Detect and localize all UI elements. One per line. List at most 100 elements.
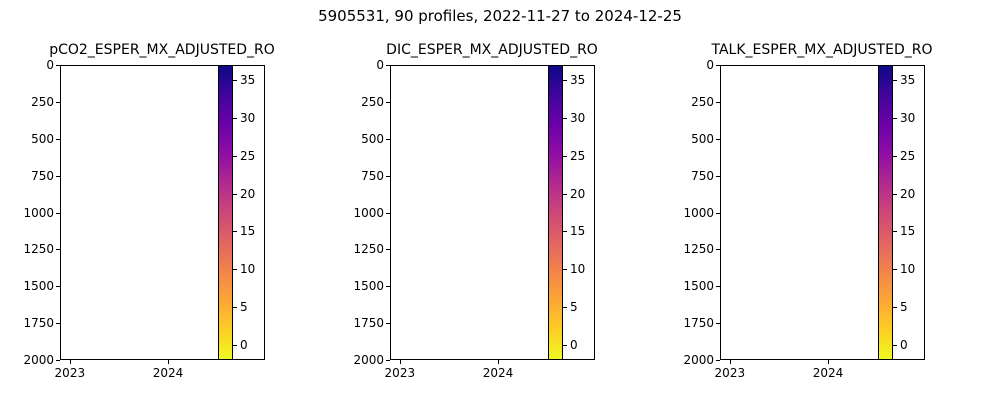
subplot-title: pCO2_ESPER_MX_ADJUSTED_RO [49, 42, 275, 58]
colorbar-tick-mark [233, 307, 237, 309]
colorbar-tick-mark [233, 117, 237, 119]
x-tick-label: 2024 [482, 366, 514, 380]
colorbar-tick-mark [233, 344, 237, 346]
y-tick-label: 500 [361, 131, 384, 146]
colorbar-tick-label: 10 [570, 262, 586, 277]
subplot-title: TALK_ESPER_MX_ADJUSTED_RO [711, 42, 933, 58]
colorbar-tick-mark [563, 344, 567, 346]
y-tick-label: 1500 [23, 279, 54, 294]
colorbar-tick-mark [893, 269, 897, 271]
colorbar [218, 65, 233, 360]
colorbar-tick-mark [563, 231, 567, 233]
colorbar-tick-label: 20 [240, 186, 256, 201]
y-tick-mark [716, 138, 720, 140]
y-tick-mark [386, 249, 390, 251]
y-tick-label: 250 [691, 94, 714, 109]
colorbar-tick-mark [233, 80, 237, 82]
colorbar-tick-label: 30 [240, 110, 256, 125]
y-tick-label: 2000 [683, 353, 714, 367]
y-tick-label: 1250 [353, 242, 384, 257]
y-tick-mark [386, 360, 390, 361]
y-tick-label: 1500 [683, 279, 714, 294]
colorbar-tick-label: 20 [570, 186, 586, 201]
y-tick-label: 1500 [353, 279, 384, 294]
colorbar-tick-label: 15 [240, 224, 256, 239]
colorbar-tick-mark [233, 269, 237, 271]
x-tick-mark [399, 360, 401, 364]
y-tick-mark [386, 323, 390, 325]
y-tick-mark [56, 360, 60, 361]
x-tick-label: 2024 [812, 366, 844, 380]
x-tick-mark [729, 360, 731, 364]
y-tick-mark [716, 249, 720, 251]
x-tick-label: 2023 [384, 366, 416, 380]
colorbar-tick-mark [893, 155, 897, 157]
colorbar-tick-label: 5 [900, 300, 908, 315]
colorbar-tick-label: 10 [240, 262, 256, 277]
y-tick-mark [56, 138, 60, 140]
y-tick-mark [716, 101, 720, 103]
colorbar-tick-mark [563, 80, 567, 82]
x-tick-mark [69, 360, 71, 364]
colorbar-tick-label: 15 [570, 224, 586, 239]
x-tick-label: 2023 [54, 366, 86, 380]
colorbar-tick-mark [563, 307, 567, 309]
figure-title: 5905531, 90 profiles, 2022-11-27 to 2024… [318, 7, 682, 25]
x-tick-mark [828, 360, 830, 364]
colorbar-tick-label: 35 [570, 73, 586, 88]
plot-area [720, 65, 925, 360]
colorbar [878, 65, 893, 360]
x-tick-label: 2024 [152, 366, 184, 380]
y-tick-mark [386, 175, 390, 177]
colorbar-tick-label: 35 [900, 73, 916, 88]
y-tick-mark [386, 286, 390, 288]
colorbar-tick-mark [893, 231, 897, 233]
colorbar-tick-label: 10 [900, 262, 916, 277]
colorbar-tick-label: 25 [900, 148, 916, 163]
y-tick-label: 750 [31, 168, 54, 183]
y-tick-mark [716, 175, 720, 177]
y-tick-label: 1750 [23, 316, 54, 331]
y-tick-mark [56, 323, 60, 325]
y-tick-label: 250 [31, 94, 54, 109]
x-tick-mark [498, 360, 500, 364]
colorbar-tick-label: 0 [900, 337, 908, 352]
colorbar-tick-mark [893, 117, 897, 119]
y-tick-mark [56, 65, 60, 66]
colorbar-tick-mark [233, 231, 237, 233]
y-tick-mark [716, 212, 720, 214]
y-tick-mark [56, 286, 60, 288]
y-tick-mark [386, 212, 390, 214]
y-tick-mark [386, 138, 390, 140]
y-tick-mark [56, 212, 60, 214]
y-tick-label: 0 [376, 58, 384, 72]
y-tick-mark [386, 101, 390, 103]
y-tick-label: 1750 [683, 316, 714, 331]
colorbar-tick-mark [563, 155, 567, 157]
colorbar-tick-label: 5 [240, 300, 248, 315]
colorbar-tick-label: 5 [570, 300, 578, 315]
colorbar-tick-label: 25 [570, 148, 586, 163]
y-tick-mark [716, 323, 720, 325]
y-tick-label: 1000 [353, 205, 384, 220]
subplot-pco2: pCO2_ESPER_MX_ADJUSTED_RO 0 250 500 750 1000… [0, 0, 330, 400]
colorbar-tick-label: 0 [240, 337, 248, 352]
y-tick-label: 500 [31, 131, 54, 146]
x-tick-label: 2023 [714, 366, 746, 380]
colorbar-tick-mark [563, 117, 567, 119]
colorbar [548, 65, 563, 360]
y-tick-mark [716, 360, 720, 361]
y-tick-mark [386, 65, 390, 66]
y-tick-label: 2000 [23, 353, 54, 367]
colorbar-tick-mark [893, 193, 897, 195]
colorbar-tick-mark [563, 269, 567, 271]
y-tick-mark [716, 286, 720, 288]
y-tick-mark [56, 249, 60, 251]
colorbar-tick-label: 30 [900, 110, 916, 125]
colorbar-tick-label: 30 [570, 110, 586, 125]
colorbar-tick-mark [893, 80, 897, 82]
colorbar-tick-mark [893, 307, 897, 309]
subplot-title: DIC_ESPER_MX_ADJUSTED_RO [386, 42, 598, 58]
y-tick-label: 1000 [683, 205, 714, 220]
